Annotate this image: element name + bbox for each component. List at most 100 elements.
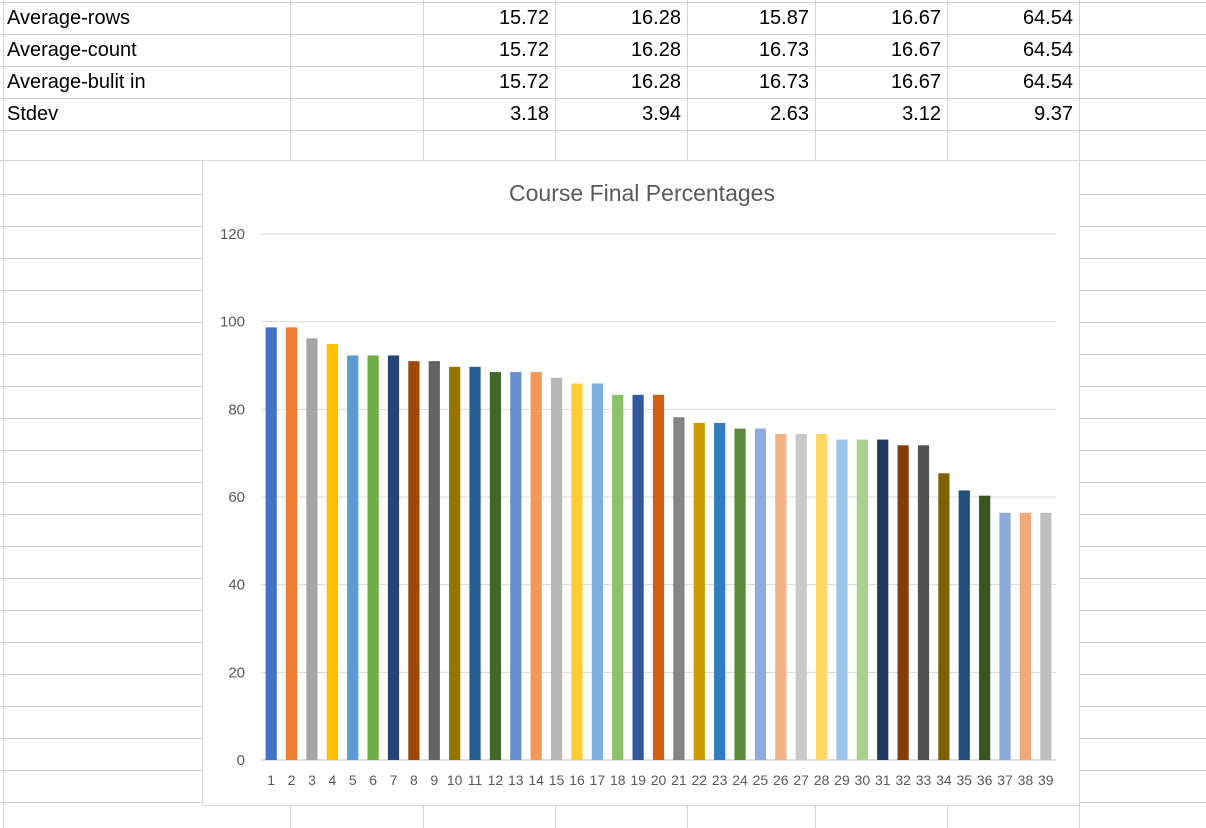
bar-12[interactable] xyxy=(489,372,502,760)
x-tick-label: 39 xyxy=(1038,772,1054,788)
bar-39[interactable] xyxy=(1040,512,1052,760)
x-tick-label: 15 xyxy=(549,772,565,788)
bar-22[interactable] xyxy=(693,422,705,760)
bar-10[interactable] xyxy=(449,366,461,760)
x-tick-label: 35 xyxy=(956,772,972,788)
bar-16[interactable] xyxy=(571,383,583,760)
bar-2[interactable] xyxy=(285,327,298,760)
y-tick-label: 120 xyxy=(220,226,245,243)
x-tick-label: 34 xyxy=(936,772,952,788)
row-label-stdev[interactable]: Stdev xyxy=(7,103,59,125)
cell-value[interactable]: 16.73 xyxy=(758,71,809,93)
x-tick-label: 26 xyxy=(773,772,789,788)
cell-value[interactable]: 9.37 xyxy=(1034,103,1073,125)
x-tick-label: 19 xyxy=(630,772,646,788)
x-tick-label: 11 xyxy=(468,772,483,788)
bar-37[interactable] xyxy=(999,512,1011,760)
y-tick-label: 80 xyxy=(228,401,245,418)
bar-33[interactable] xyxy=(917,445,930,760)
bar-25[interactable] xyxy=(754,428,767,760)
cell-value[interactable]: 16.67 xyxy=(890,7,941,29)
cell-value[interactable]: 15.72 xyxy=(498,39,549,61)
x-tick-label: 33 xyxy=(916,772,932,788)
x-tick-label: 31 xyxy=(875,772,891,788)
bar-21[interactable] xyxy=(673,417,685,760)
x-tick-label: 4 xyxy=(328,772,336,788)
bar-36[interactable] xyxy=(979,495,991,760)
x-tick-label: 30 xyxy=(855,772,871,788)
cell-value[interactable]: 16.67 xyxy=(890,39,941,61)
cell-value[interactable]: 64.54 xyxy=(1022,71,1073,93)
bar-20[interactable] xyxy=(652,394,665,760)
cell-value[interactable]: 15.72 xyxy=(498,7,549,29)
cell-value[interactable]: 16.28 xyxy=(630,39,681,61)
x-tick-label: 24 xyxy=(732,772,748,788)
x-tick-label: 38 xyxy=(1018,772,1034,788)
bar-26[interactable] xyxy=(775,433,787,760)
cell-value[interactable]: 15.72 xyxy=(498,71,549,93)
bar-31[interactable] xyxy=(877,439,889,760)
bar-6[interactable] xyxy=(367,355,379,760)
x-tick-label: 32 xyxy=(895,772,911,788)
bar-3[interactable] xyxy=(306,338,318,760)
bar-38[interactable] xyxy=(1019,512,1032,760)
bar-11[interactable] xyxy=(469,366,481,760)
bar-15[interactable] xyxy=(550,377,563,760)
chart-title: Course Final Percentages xyxy=(509,180,775,206)
bar-14[interactable] xyxy=(530,372,542,760)
cell-value[interactable]: 3.12 xyxy=(902,103,941,125)
bar-chart[interactable]: Course Final Percentages 0 20 40 60 80 100 120… xyxy=(202,160,1080,806)
bar-9[interactable] xyxy=(428,361,440,760)
cell-value[interactable]: 3.94 xyxy=(642,103,681,125)
cell-value[interactable]: 16.28 xyxy=(630,71,681,93)
cell-value[interactable]: 16.67 xyxy=(890,71,941,93)
bar-7[interactable] xyxy=(387,355,400,760)
bar-28[interactable] xyxy=(815,433,828,760)
y-tick-label: 40 xyxy=(228,577,245,594)
bar-19[interactable] xyxy=(632,394,644,760)
bar-4[interactable] xyxy=(326,344,338,760)
cell-value[interactable]: 64.54 xyxy=(1022,7,1073,29)
x-tick-label: 3 xyxy=(308,772,316,788)
x-axis-ticks: 1 2 3 4 5 6 7 8 9 10 11 12 13 14 15 16 17 18 19 20 21 22 23 24 2… xyxy=(267,772,1054,788)
bar-29[interactable] xyxy=(836,439,848,760)
x-tick-label: 36 xyxy=(977,772,993,788)
y-tick-label: 0 xyxy=(237,752,245,769)
y-tick-label: 60 xyxy=(228,489,245,506)
bar-13[interactable] xyxy=(510,372,522,760)
chart-canvas: Course Final Percentages 0 20 40 60 80 100 120… xyxy=(220,180,1056,788)
row-gridline xyxy=(0,98,1206,99)
row-label-average-count[interactable]: Average-count xyxy=(7,39,137,61)
cell-value[interactable]: 3.18 xyxy=(510,103,549,125)
x-tick-label: 17 xyxy=(590,772,606,788)
cell-value[interactable]: 15.87 xyxy=(758,7,809,29)
bar-18[interactable] xyxy=(612,394,624,760)
row-gridline xyxy=(0,34,1206,35)
x-tick-label: 8 xyxy=(410,772,418,788)
x-tick-label: 10 xyxy=(447,772,463,788)
bar-30[interactable] xyxy=(856,439,868,760)
bar-23[interactable] xyxy=(714,422,726,760)
row-label-average-rows[interactable]: Average-rows xyxy=(7,7,131,29)
x-tick-label: 5 xyxy=(349,772,357,788)
cell-value[interactable]: 16.28 xyxy=(630,7,681,29)
bar-17[interactable] xyxy=(591,383,603,760)
bar-1[interactable] xyxy=(265,327,277,760)
x-tick-label: 28 xyxy=(814,772,830,788)
bar-5[interactable] xyxy=(347,355,359,760)
x-tick-label: 20 xyxy=(651,772,667,788)
bar-24[interactable] xyxy=(734,428,746,760)
bar-8[interactable] xyxy=(408,361,420,760)
y-tick-label: 20 xyxy=(228,664,245,681)
bar-32[interactable] xyxy=(897,445,909,760)
row-label-average-built-in[interactable]: Average-bulit in xyxy=(7,71,146,93)
bars xyxy=(265,327,1052,760)
cell-value[interactable]: 64.54 xyxy=(1022,39,1073,61)
bar-27[interactable] xyxy=(795,433,807,760)
cell-value[interactable]: 2.63 xyxy=(770,103,809,125)
bar-35[interactable] xyxy=(958,490,970,760)
cell-value[interactable]: 16.73 xyxy=(758,39,809,61)
x-tick-label: 23 xyxy=(712,772,728,788)
bar-34[interactable] xyxy=(938,473,950,760)
y-tick-label: 100 xyxy=(220,314,245,331)
